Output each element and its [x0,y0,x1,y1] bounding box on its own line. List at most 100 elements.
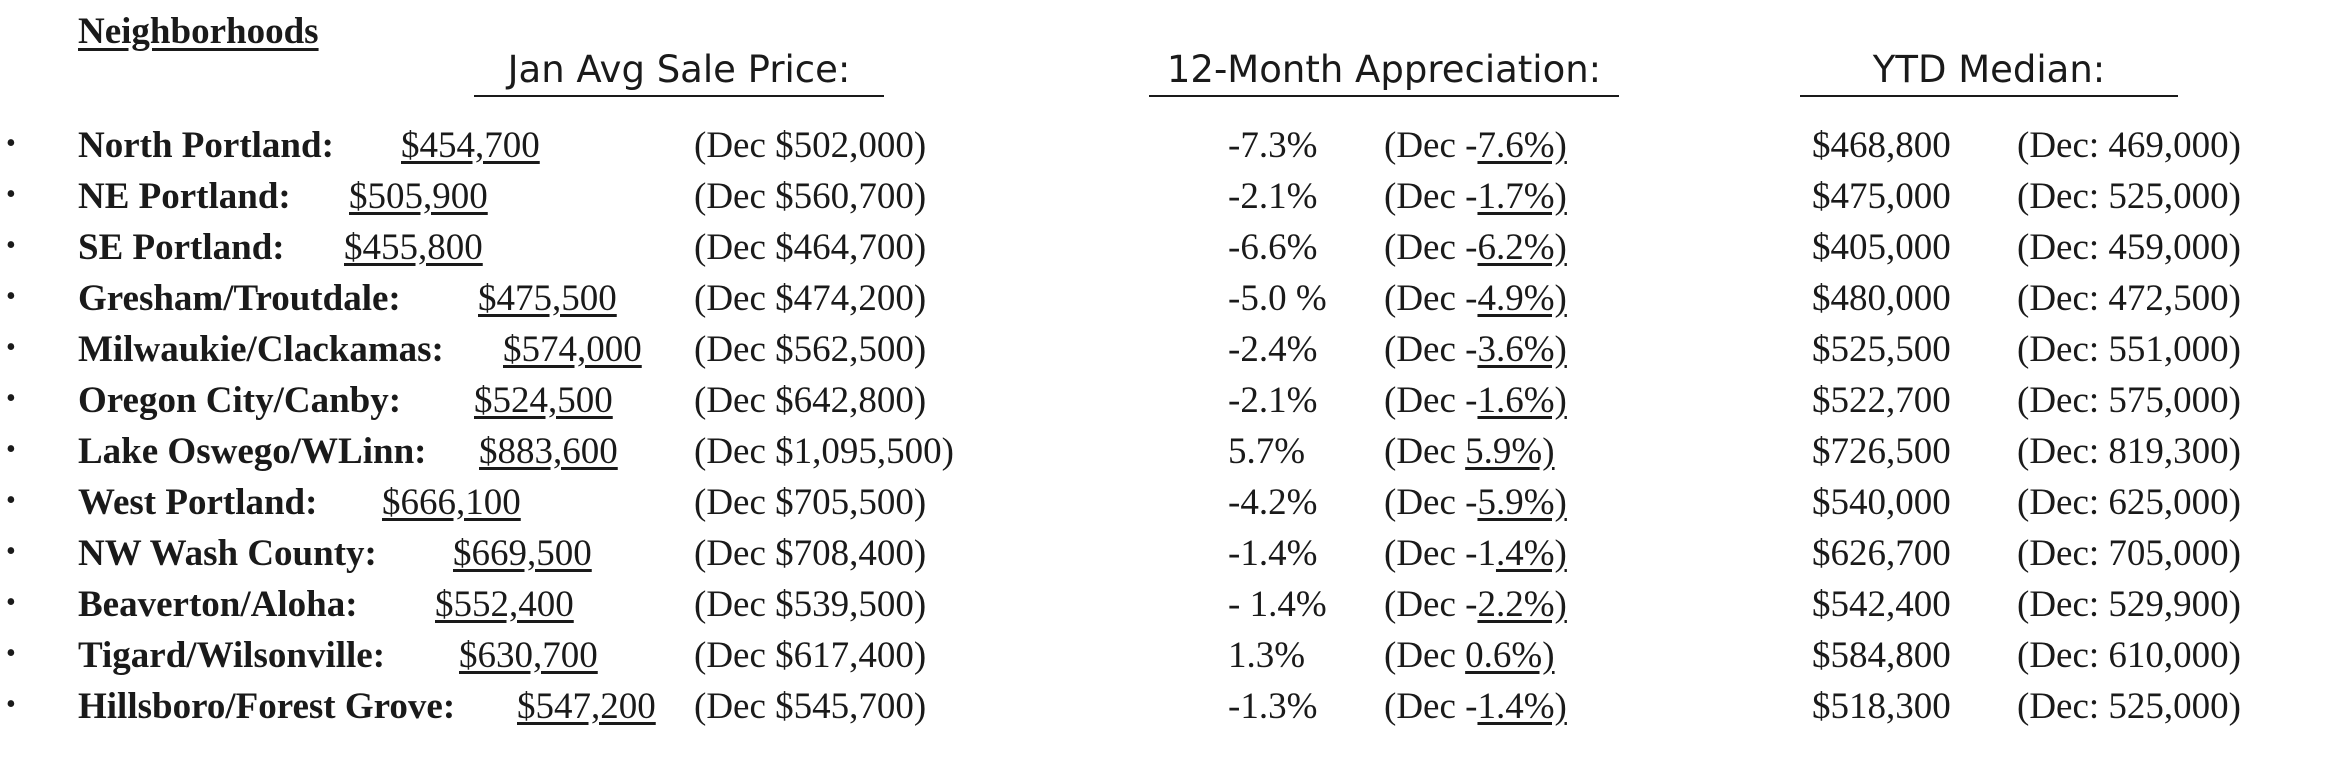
dec-appreciation-value: .4%) [1495,533,1567,574]
dec-avg-price: (Dec $617,400) [694,635,927,676]
dec-appreciation-prefix: (Dec - [1384,686,1478,727]
dec-appreciation: (Dec -6.2%) [1384,226,1567,269]
list-item: • SE Portland: $455,800 (Dec $464,700) -6.6%… [0,222,2327,273]
jan-avg-price: $475,500 [478,278,617,319]
ytd-dec-median: (Dec: 610,000) [2017,635,2241,676]
bullet-icon: • [6,128,16,159]
dec-appreciation-prefix: (Dec - [1384,380,1478,421]
ytd-dec-median: (Dec: 529,900) [2017,584,2241,625]
ytd-median: $475,000 [1812,176,1951,217]
ytd-median: $542,400 [1812,584,1951,625]
bullet-icon: • [6,536,16,567]
header-underline [1149,95,1619,97]
list-item: • Beaverton/Aloha: $552,400 (Dec $539,500) -… [0,579,2327,630]
ytd-dec-median: (Dec: 625,000) [2017,482,2241,523]
neighborhood-name: Beaverton/Aloha: [78,584,358,625]
dec-appreciation-prefix: (Dec -1 [1384,533,1496,574]
dec-appreciation-prefix: (Dec - [1384,329,1478,370]
ytd-dec-median: (Dec: 472,500) [2017,278,2241,319]
dec-appreciation-value: 1.6%) [1477,380,1567,421]
dec-appreciation-prefix: (Dec [1384,431,1466,472]
ytd-median: $726,500 [1812,431,1951,472]
dec-appreciation-value: 7.6%) [1477,125,1567,166]
list-item: • Lake Oswego/WLinn: $883,600 (Dec $1,095,5… [0,426,2327,477]
dec-avg-price: (Dec $464,700) [694,227,927,268]
header-underline [1800,95,2178,97]
appreciation-value: -1.3% [1228,686,1318,727]
neighborhood-name: Gresham/Troutdale: [78,278,401,319]
ytd-dec-median: (Dec: 469,000) [2017,125,2241,166]
dec-appreciation-prefix: (Dec - [1384,584,1478,625]
ytd-dec-median: (Dec: 525,000) [2017,686,2241,727]
appreciation-value: -2.1% [1228,176,1318,217]
dec-avg-price: (Dec $708,400) [694,533,927,574]
bullet-icon: • [6,332,16,363]
bullet-icon: • [6,638,16,669]
bullet-icon: • [6,179,16,210]
list-item: • Milwaukie/Clackamas: $574,000 (Dec $562,5… [0,324,2327,375]
dec-avg-price: (Dec $539,500) [694,584,927,625]
header-label: Jan Avg Sale Price: [507,48,851,91]
ytd-dec-median: (Dec: 575,000) [2017,380,2241,421]
dec-appreciation-value: 3.6%) [1477,329,1567,370]
header-underline [474,95,884,97]
dec-avg-price: (Dec $502,000) [694,125,927,166]
dec-appreciation: (Dec 0.6%) [1384,634,1555,677]
ytd-median: $522,700 [1812,380,1951,421]
neighborhood-name: Hillsboro/Forest Grove: [78,686,456,727]
list-item: • West Portland: $666,100 (Dec $705,500) -4.… [0,477,2327,528]
dec-appreciation-value: 4.9%) [1477,278,1567,319]
neighborhood-name: NW Wash County: [78,533,377,574]
bullet-icon: • [6,383,16,414]
list-item: • NE Portland: $505,900 (Dec $560,700) -2.1%… [0,171,2327,222]
dec-appreciation-value: 5.9%) [1465,431,1555,472]
jan-avg-price: $454,700 [401,125,540,166]
dec-appreciation-value: 6.2%) [1477,227,1567,268]
dec-avg-price: (Dec $642,800) [694,380,927,421]
neighborhood-name: Tigard/Wilsonville: [78,635,386,676]
dec-avg-price: (Dec $562,500) [694,329,927,370]
neighborhood-name: North Portland: [78,125,334,166]
dec-appreciation-prefix: (Dec - [1384,227,1478,268]
dec-appreciation-value: 2.2%) [1477,584,1567,625]
list-item: • NW Wash County: $669,500 (Dec $708,400) -1… [0,528,2327,579]
dec-appreciation-prefix: (Dec - [1384,482,1478,523]
dec-appreciation-prefix: (Dec [1384,635,1466,676]
appreciation-value: - 1.4% [1228,584,1327,625]
dec-appreciation: (Dec -1.6%) [1384,379,1567,422]
neighborhood-name: SE Portland: [78,227,285,268]
dec-appreciation: (Dec -2.2%) [1384,583,1567,626]
ytd-dec-median: (Dec: 819,300) [2017,431,2241,472]
ytd-dec-median: (Dec: 551,000) [2017,329,2241,370]
appreciation-value: -2.4% [1228,329,1318,370]
jan-avg-price: $455,800 [344,227,483,268]
list-item: • Hillsboro/Forest Grove: $547,200 (Dec $54… [0,681,2327,732]
header-jan-avg-sale-price: Jan Avg Sale Price: [474,48,884,97]
ytd-median: $405,000 [1812,227,1951,268]
jan-avg-price: $883,600 [479,431,618,472]
dec-appreciation-prefix: (Dec - [1384,278,1478,319]
neighborhood-name: NE Portland: [78,176,291,217]
dec-appreciation-value: 0.6%) [1465,635,1555,676]
jan-avg-price: $666,100 [382,482,521,523]
dec-appreciation: (Dec -3.6%) [1384,328,1567,371]
neighborhood-name: Lake Oswego/WLinn: [78,431,427,472]
jan-avg-price: $505,900 [349,176,488,217]
ytd-dec-median: (Dec: 525,000) [2017,176,2241,217]
ytd-median: $540,000 [1812,482,1951,523]
page-title: Neighborhoods [78,11,319,52]
bullet-icon: • [6,485,16,516]
appreciation-value: -1.4% [1228,533,1318,574]
dec-appreciation: (Dec -1.4%) [1384,685,1567,728]
jan-avg-price: $669,500 [453,533,592,574]
dec-appreciation: (Dec -7.6%) [1384,124,1567,167]
list-item: • Gresham/Troutdale: $475,500 (Dec $474,200… [0,273,2327,324]
dec-avg-price: (Dec $474,200) [694,278,927,319]
neighborhood-name: West Portland: [78,482,318,523]
dec-appreciation: (Dec 5.9%) [1384,430,1555,473]
dec-appreciation: (Dec -5.9%) [1384,481,1567,524]
bullet-icon: • [6,587,16,618]
appreciation-value: -2.1% [1228,380,1318,421]
jan-avg-price: $547,200 [517,686,656,727]
appreciation-value: 1.3% [1228,635,1306,676]
